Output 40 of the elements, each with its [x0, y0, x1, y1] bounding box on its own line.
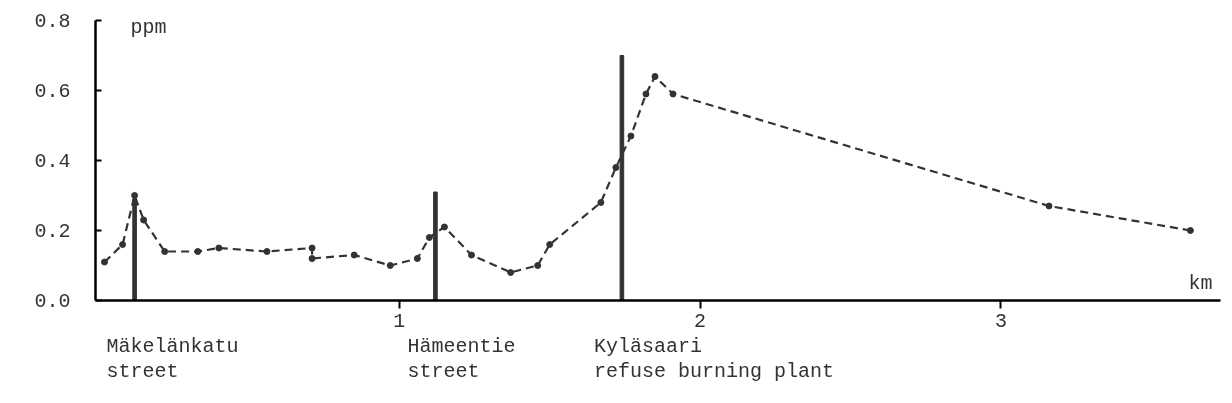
point — [308, 244, 316, 252]
point — [1186, 227, 1194, 234]
point — [350, 251, 358, 259]
y-tick-label: 0.8 — [34, 10, 71, 33]
point — [651, 73, 659, 80]
point — [642, 90, 650, 98]
point — [440, 223, 448, 231]
point — [413, 255, 421, 262]
y-tick-label: 0.6 — [34, 80, 71, 103]
point — [263, 248, 271, 255]
point — [386, 262, 394, 269]
point — [215, 244, 223, 252]
y-tick-label: 0.4 — [34, 150, 71, 173]
point — [627, 132, 635, 140]
text: Kyläsaari refuse burning plant — [593, 334, 834, 383]
y-tick-label: 0.0 — [34, 290, 71, 313]
point — [507, 269, 515, 276]
point — [612, 164, 620, 171]
x-tick-label: 2 — [694, 309, 707, 333]
text: Hämeentie street — [407, 334, 516, 383]
point — [546, 241, 554, 248]
y-tick-label: 0.2 — [34, 220, 71, 243]
point — [131, 192, 139, 199]
point — [597, 199, 605, 206]
point — [669, 90, 677, 98]
point — [534, 262, 542, 269]
point — [161, 248, 169, 255]
x-axis-title: km — [1188, 271, 1213, 295]
point — [101, 258, 109, 266]
point — [468, 251, 475, 259]
point — [194, 248, 202, 255]
point — [1045, 202, 1053, 210]
point — [425, 234, 433, 241]
point — [308, 255, 316, 262]
x-tick-label: 3 — [994, 309, 1007, 333]
x-tick-label: 1 — [393, 309, 406, 333]
text: Mäkelänkatu street — [106, 334, 239, 383]
y-axis-title: ppm — [130, 15, 167, 39]
point — [119, 241, 127, 248]
point — [140, 216, 148, 224]
